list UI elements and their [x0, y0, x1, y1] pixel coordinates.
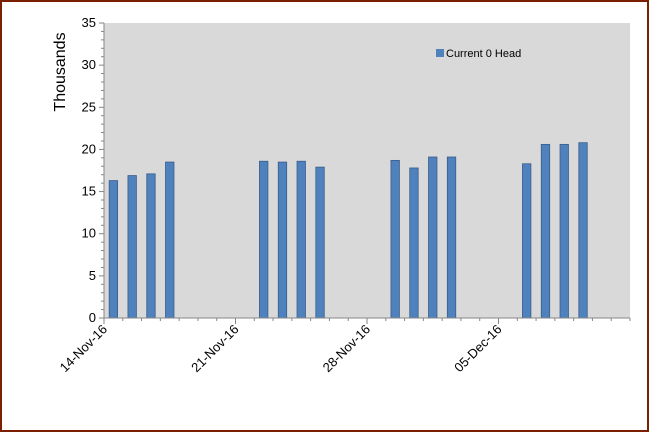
bar — [277, 161, 288, 319]
y-axis-title: Thousands — [52, 32, 69, 111]
y-tick-label: 10 — [82, 226, 96, 241]
y-axis: 0 5 10 15 20 25 30 35 — [82, 15, 105, 325]
bar — [522, 163, 532, 319]
y-tick-label: 35 — [82, 15, 96, 30]
bar — [315, 166, 325, 319]
bar — [578, 142, 588, 319]
x-tick-label: 14-Nov-16 — [57, 322, 111, 376]
bar — [446, 156, 457, 319]
legend-swatch — [436, 49, 444, 57]
plot-area — [104, 23, 630, 318]
legend: Current 0 Head — [436, 48, 521, 60]
y-tick-label: 20 — [82, 141, 96, 156]
y-tick-label: 15 — [82, 184, 96, 199]
bar — [559, 143, 569, 319]
bar — [409, 167, 419, 319]
x-tick-label: 21-Nov-16 — [188, 322, 242, 376]
y-tick-label: 5 — [89, 268, 96, 283]
x-tick-label: 05-Dec-16 — [451, 322, 505, 376]
bar — [146, 173, 156, 319]
legend-label: Current 0 Head — [446, 48, 521, 60]
bar — [296, 160, 306, 319]
bar — [165, 161, 175, 319]
bar — [390, 159, 400, 319]
x-axis: 14-Nov-16 21-Nov-16 28-Nov-16 05-Dec-16 — [57, 317, 631, 376]
bar — [540, 143, 551, 319]
x-tick-label: 28-Nov-16 — [320, 322, 374, 376]
y-tick-label: 30 — [82, 57, 96, 72]
bar — [428, 156, 438, 319]
y-tick-label: 0 — [89, 310, 96, 325]
bar — [259, 160, 269, 319]
bar — [108, 180, 119, 319]
bar — [127, 175, 137, 319]
y-tick-label: 25 — [82, 99, 96, 114]
